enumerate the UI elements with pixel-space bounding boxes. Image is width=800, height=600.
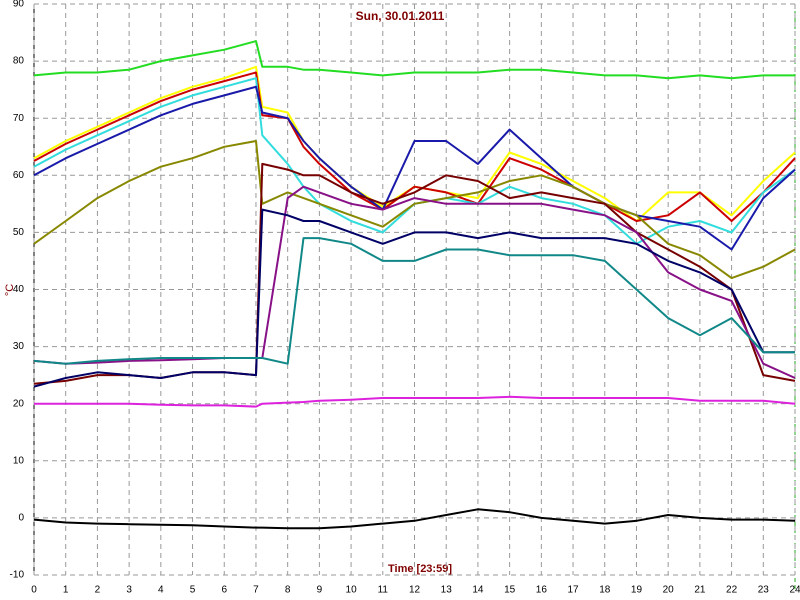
data-line: [33, 508, 796, 530]
y-tick-label: 20: [13, 398, 25, 409]
x-tick-label: 23: [758, 585, 770, 596]
data-line: [33, 185, 796, 379]
data-line: [33, 77, 796, 245]
x-tick-label: 4: [158, 585, 164, 596]
y-tick-label: 40: [13, 284, 25, 295]
x-tick-label: 20: [663, 585, 675, 596]
y-tick-label: -10: [10, 570, 25, 581]
x-tick-label: 5: [190, 585, 196, 596]
x-tick-label: 10: [346, 585, 358, 596]
y-tick-label: 70: [13, 113, 25, 124]
x-tick-label: 22: [726, 585, 738, 596]
x-tick-label: 17: [567, 585, 579, 596]
x-tick-label: 8: [285, 585, 291, 596]
x-tick-label: 12: [409, 585, 421, 596]
x-tick-label: 13: [441, 585, 453, 596]
x-tick-label: 6: [221, 585, 227, 596]
x-tick-label: 18: [599, 585, 611, 596]
data-line: [33, 237, 795, 365]
x-tick-label: 1: [63, 585, 69, 596]
y-tick-label: 50: [13, 227, 25, 238]
x-tick-label: 0: [31, 585, 37, 596]
x-axis-label: Time [23:59]: [388, 563, 452, 575]
x-tick-label: 2: [95, 585, 101, 596]
data-line: [33, 40, 795, 80]
y-tick-label: 80: [13, 56, 25, 67]
y-tick-label: 30: [13, 341, 25, 352]
x-tick-label: 14: [472, 585, 484, 596]
x-tick-label: 7: [253, 585, 259, 596]
x-tick-label: 15: [504, 585, 516, 596]
data-line: [34, 395, 796, 408]
y-tick-label: 60: [13, 170, 25, 181]
x-tick-label: 9: [317, 585, 323, 596]
y-tick-label: 0: [18, 513, 24, 524]
y-tick-label: 90: [13, 0, 25, 10]
data-line: [33, 208, 795, 388]
data-line: [33, 65, 796, 222]
x-tick-label: 21: [694, 585, 706, 596]
y-axis-label: °C: [4, 284, 16, 296]
x-tick-label: 3: [126, 585, 132, 596]
data-line: [33, 140, 796, 280]
x-tick-label: 19: [631, 585, 643, 596]
y-tick-label: 10: [13, 455, 25, 466]
x-tick-label: 24: [789, 585, 800, 596]
x-tick-label: 16: [536, 585, 548, 596]
x-tick-label: 11: [378, 585, 389, 596]
chart-title: Sun, 30.01.2011: [356, 9, 445, 23]
